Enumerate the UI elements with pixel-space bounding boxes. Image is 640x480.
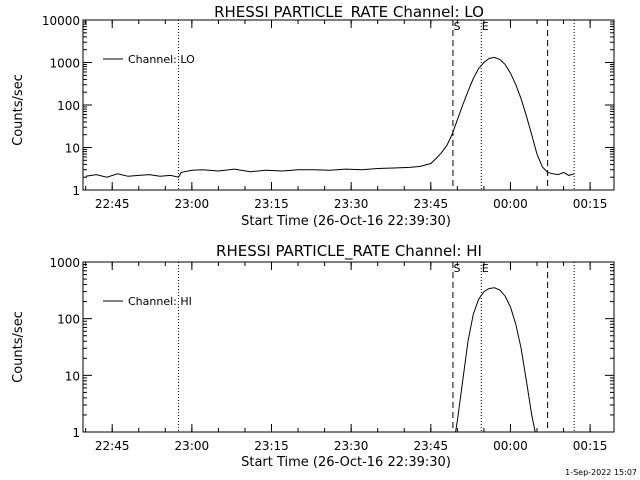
footer-timestamp: 1-Sep-2022 15:07 [565,468,637,477]
event-marker-label: S [453,262,460,275]
x-tick-label: 23:00 [175,197,210,211]
y-tick-label: 1000 [49,256,80,270]
series-line [455,287,536,433]
x-tick-label: 00:00 [493,439,528,453]
y-tick-label: 1000 [49,57,80,71]
y-tick-label: 10 [65,369,80,383]
x-axis-label: Start Time (26-Oct-16 22:39:30) [241,214,451,229]
x-tick-label: 00:00 [493,197,528,211]
y-axis-label: Counts/sec [11,74,26,146]
y-tick-label: 10000 [42,14,80,28]
plot-marks: 1 10 100 1000 22:45 23:00 23:15 23:30 23:45 00:00… [49,256,614,453]
plot-marks: 1 10 100 1000 10000 22:45 23:00 23:15 23:30 23:45… [42,14,614,211]
legend-label: Channel: LO [128,53,195,66]
event-marker-label: E [482,20,489,33]
x-tick-label: 22:45 [95,197,130,211]
x-tick-label: 00:15 [573,439,608,453]
x-tick-label: 23:45 [414,439,449,453]
y-tick-label: 1 [72,184,80,198]
x-tick-label: 23:30 [334,197,369,211]
y-tick-label: 100 [57,313,80,327]
y-axis-label: Counts/sec [11,311,26,383]
x-tick-label: 23:15 [254,197,289,211]
x-tick-label: 22:45 [95,439,130,453]
x-tick-label: 23:30 [334,439,369,453]
panel-lo: RHESSI PARTICLE_RATE Channel: LO Start T… [11,3,615,229]
plot-frame [82,261,615,433]
series-line [85,56,575,178]
y-tick-label: 100 [57,99,80,113]
event-marker-label: E [482,262,489,275]
y-tick-label: 10 [65,142,80,156]
event-marker-label: S [453,20,460,33]
x-tick-label: 00:15 [573,197,608,211]
y-tick-label: 1 [72,426,80,440]
legend-label: Channel: HI [128,295,192,308]
x-tick-label: 23:45 [414,197,449,211]
chart-title: RHESSI PARTICLE_RATE Channel: HI [216,242,482,261]
plot-frame [82,19,615,191]
chart-title: RHESSI PARTICLE_RATE Channel: LO [214,3,484,22]
x-tick-label: 23:15 [254,439,289,453]
x-axis-label: Start Time (26-Oct-16 22:39:30) [241,455,451,470]
x-tick-label: 23:00 [175,439,210,453]
panel-hi: RHESSI PARTICLE_RATE Channel: HI Start T… [11,242,615,470]
